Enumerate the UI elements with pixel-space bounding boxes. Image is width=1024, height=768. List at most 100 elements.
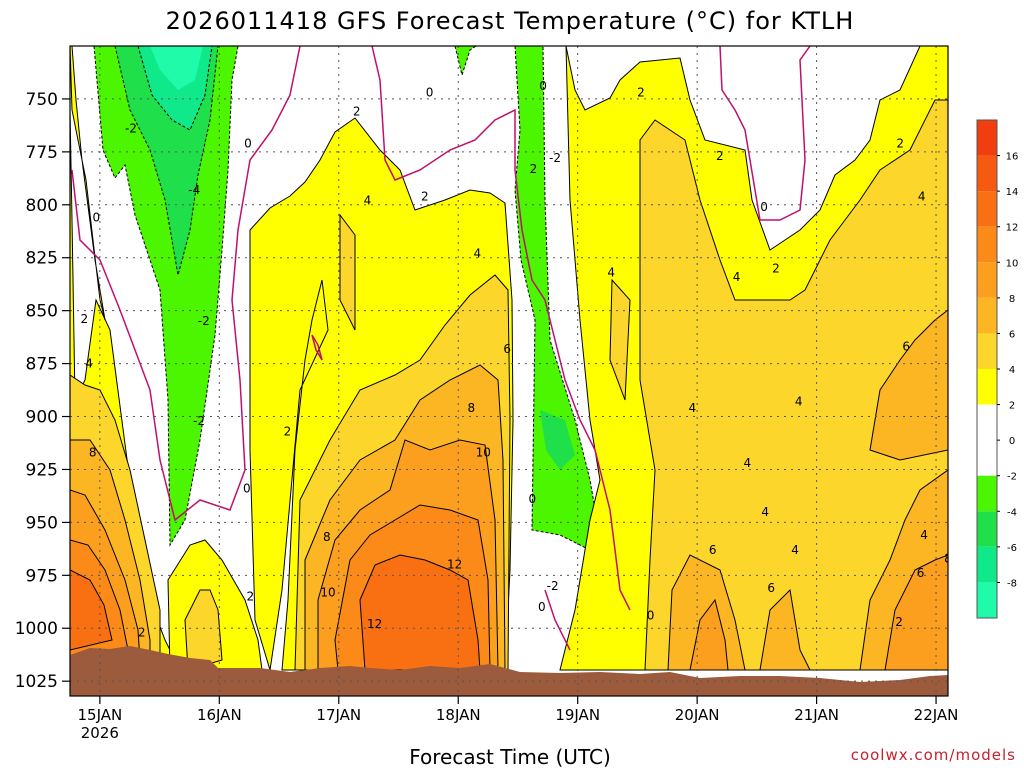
contour-label: 4 bbox=[761, 505, 769, 519]
legend-tick-label: 8 bbox=[1009, 294, 1015, 305]
contour-label: 4 bbox=[364, 194, 372, 208]
contour-label: 2 bbox=[896, 136, 904, 150]
contour-0-b bbox=[371, 46, 631, 611]
contour-label: 4 bbox=[689, 401, 697, 415]
legend-swatch bbox=[977, 511, 997, 547]
y-tick-label: 925 bbox=[26, 460, 58, 480]
band-4-right bbox=[609, 99, 948, 671]
contour-0-a bbox=[71, 46, 301, 522]
legend-tick-label: -4 bbox=[1007, 507, 1017, 518]
y-tick-label: 950 bbox=[26, 513, 58, 533]
contour-label: 2 bbox=[353, 105, 361, 119]
contour-label: 2 bbox=[895, 615, 903, 629]
cold-shading bbox=[93, 46, 597, 551]
legend-tick-label: 2 bbox=[1009, 401, 1015, 412]
contour-label: 0 bbox=[243, 482, 251, 496]
contour-label: 0 bbox=[538, 600, 546, 614]
band-12-left bbox=[70, 569, 113, 651]
legend-tick-label: 10 bbox=[1006, 258, 1019, 269]
y-tick-label: 775 bbox=[26, 143, 58, 163]
y-tick-label: 750 bbox=[26, 90, 58, 110]
legend-swatch bbox=[977, 404, 997, 441]
band-8-right bbox=[689, 554, 948, 671]
contour-label: 8 bbox=[944, 551, 952, 565]
contour-label: 4 bbox=[607, 266, 615, 280]
x-tick-label: 22JAN bbox=[914, 706, 959, 724]
ground-terrain bbox=[70, 646, 948, 696]
legend-tick-label: -6 bbox=[1007, 543, 1017, 554]
contour-label: 0 bbox=[528, 492, 536, 506]
warm-shading bbox=[70, 46, 948, 671]
legend-swatch bbox=[977, 369, 997, 405]
contour-label: 12 bbox=[367, 617, 382, 631]
contour-label: 8 bbox=[468, 401, 476, 415]
legend-tick-label: 6 bbox=[1009, 329, 1015, 340]
contour-label: 2 bbox=[637, 86, 645, 100]
contour-label: 6 bbox=[709, 543, 717, 557]
contour-label: 0 bbox=[760, 200, 768, 214]
contour-label: 10 bbox=[320, 585, 335, 599]
contour-label: 0 bbox=[244, 136, 252, 150]
contour-label: 6 bbox=[503, 342, 511, 356]
contour-label: 2 bbox=[530, 162, 538, 176]
contour-label: -2 bbox=[198, 314, 210, 328]
contour-label: 0 bbox=[92, 210, 100, 224]
contour-label: 10 bbox=[476, 446, 491, 460]
x-axis-label: Forecast Time (UTC) bbox=[409, 745, 611, 768]
legend-tick-label: 12 bbox=[1006, 223, 1019, 234]
y-axis: 750 775 800 825 850 875 900 925 950 975 1000 1025 bbox=[15, 90, 70, 692]
band-minus2-b bbox=[454, 46, 477, 77]
contour-label: -2 bbox=[125, 122, 137, 136]
legend-tick-label: -8 bbox=[1007, 578, 1017, 589]
contour-label: 4 bbox=[85, 357, 93, 371]
contour-0-c bbox=[544, 589, 571, 651]
legend-swatch bbox=[977, 440, 997, 476]
plot-frame bbox=[69, 45, 949, 697]
legend-swatch bbox=[977, 475, 997, 512]
color-legend: 16 14 12 10 8 6 4 2 0 -2 -4 -6 -8 bbox=[976, 119, 1019, 619]
contour-label: 8 bbox=[323, 530, 331, 544]
contour-label: 0 bbox=[647, 609, 655, 623]
legend-tick-label: -2 bbox=[1007, 472, 1017, 483]
contour-label: 4 bbox=[795, 395, 803, 409]
contour-label: -2 bbox=[193, 414, 205, 428]
x-tick-label: 16JAN bbox=[197, 706, 242, 724]
contour-label: 2 bbox=[284, 424, 292, 438]
x-tick-year-label: 2026 bbox=[81, 724, 119, 742]
contour-label: 4 bbox=[474, 246, 482, 260]
legend-tick-label: 4 bbox=[1009, 365, 1015, 376]
band-minus8 bbox=[150, 46, 203, 90]
credit-link[interactable]: coolwx.com/models bbox=[851, 746, 1016, 764]
contour-labels: 000000000-2-2-2-2-2-42222222222224444444… bbox=[81, 79, 952, 639]
band-minus2-c bbox=[514, 46, 597, 551]
zero-contours bbox=[71, 46, 811, 651]
legend-tick-label: 16 bbox=[1006, 152, 1019, 163]
legend-swatch bbox=[977, 226, 997, 263]
legend-swatch bbox=[977, 262, 997, 298]
plot-area: 000000000-2-2-2-2-2-42222222222224444444… bbox=[70, 46, 952, 696]
band-2-left-top bbox=[70, 46, 106, 321]
contour-label: 4 bbox=[791, 543, 799, 557]
contour-label: 4 bbox=[918, 189, 926, 203]
x-tick-label: 18JAN bbox=[436, 706, 481, 724]
x-tick-label: 15JAN bbox=[77, 706, 122, 724]
contour-label: -4 bbox=[188, 183, 200, 197]
contour-label: 4 bbox=[920, 528, 928, 542]
legend-tick-label: 14 bbox=[1006, 187, 1019, 198]
y-tick-label: 975 bbox=[26, 566, 58, 586]
contour-label: 2 bbox=[716, 149, 724, 163]
y-tick-label: 800 bbox=[26, 196, 58, 216]
contour-label: 6 bbox=[917, 566, 925, 580]
chart-title: 2026011418 GFS Forecast Temperature (°C)… bbox=[166, 7, 855, 35]
y-tick-label: 875 bbox=[26, 355, 58, 375]
legend-tick-label: 0 bbox=[1009, 436, 1015, 447]
band-minus4-c bbox=[540, 410, 575, 470]
legend-swatch bbox=[977, 297, 997, 334]
contour-label: 0 bbox=[539, 79, 547, 93]
contour-label: 2 bbox=[247, 589, 255, 603]
contour-0-e bbox=[311, 334, 323, 361]
contour-label: 4 bbox=[743, 456, 751, 470]
x-tick-label: 17JAN bbox=[316, 706, 361, 724]
